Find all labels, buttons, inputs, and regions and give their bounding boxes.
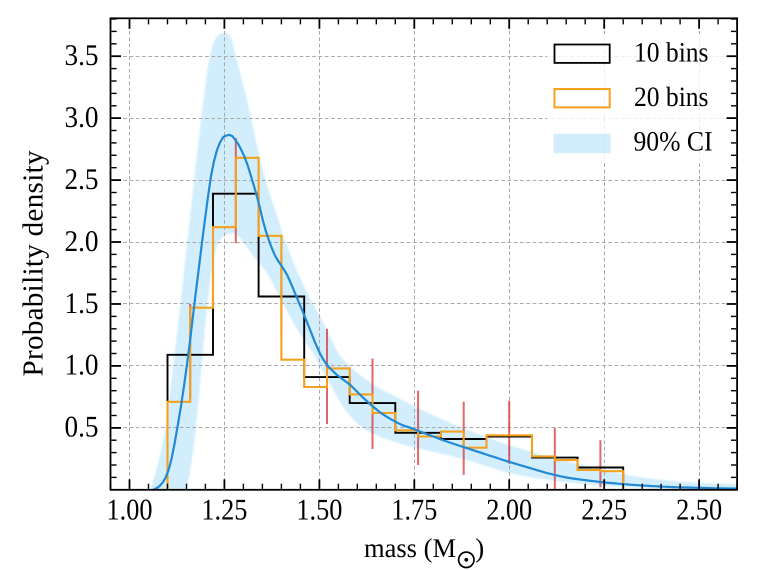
svg-text:2.25: 2.25: [581, 493, 627, 526]
svg-text:1.00: 1.00: [107, 493, 153, 526]
svg-text:10 bins: 10 bins: [634, 37, 709, 68]
svg-text:Probability density: Probability density: [18, 150, 50, 377]
svg-text:3.0: 3.0: [65, 101, 99, 134]
svg-text:2.50: 2.50: [676, 493, 722, 526]
svg-text:0.5: 0.5: [65, 411, 99, 444]
svg-text:2.00: 2.00: [486, 493, 532, 526]
svg-text:1.75: 1.75: [391, 493, 437, 526]
svg-text:1.5: 1.5: [65, 287, 99, 320]
svg-text:2.5: 2.5: [65, 163, 99, 196]
svg-text:): ): [475, 533, 484, 563]
svg-text:1.50: 1.50: [296, 493, 342, 526]
svg-text:mass (M: mass (M: [364, 533, 456, 563]
svg-text:1.0: 1.0: [65, 349, 99, 382]
svg-text:2.0: 2.0: [65, 225, 99, 258]
svg-text:20 bins: 20 bins: [634, 82, 709, 113]
svg-text:1.25: 1.25: [201, 493, 247, 526]
svg-text:3.5: 3.5: [65, 39, 99, 72]
svg-text:90% CI: 90% CI: [634, 126, 713, 157]
